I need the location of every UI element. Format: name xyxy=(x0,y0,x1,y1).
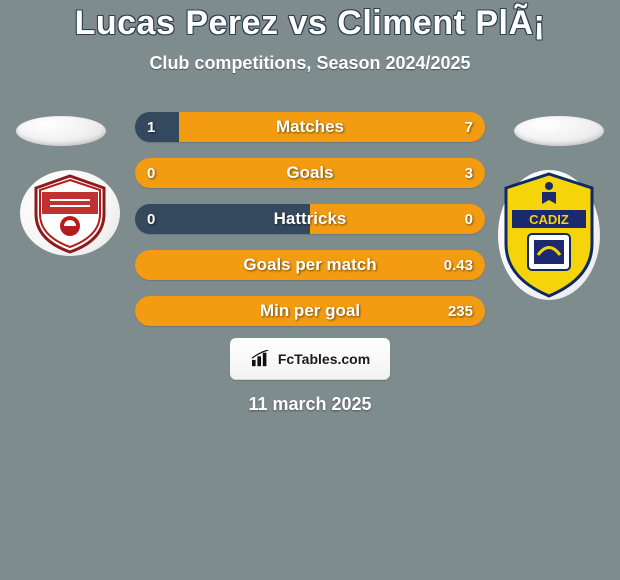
comparison-stage: CADIZ Matches17 Goals03 Hattricks00 Goals p… xyxy=(0,92,620,432)
svg-text:CADIZ: CADIZ xyxy=(529,212,569,227)
stat-bar-left-fill xyxy=(135,112,179,142)
stat-bar-right-fill xyxy=(179,112,485,142)
stat-row: Matches17 xyxy=(135,112,485,142)
credit-badge[interactable]: FcTables.com xyxy=(230,338,390,380)
stat-bar-track xyxy=(135,296,485,326)
stat-bar-right-fill xyxy=(135,250,485,280)
stat-bar-track xyxy=(135,204,485,234)
stat-bar-right-fill xyxy=(310,204,485,234)
stat-bars: Matches17 Goals03 Hattricks00 Goals per mat… xyxy=(135,112,485,342)
stat-row: Goals per match0.43 xyxy=(135,250,485,280)
stat-row: Goals03 xyxy=(135,158,485,188)
stat-bar-track xyxy=(135,158,485,188)
bars-icon xyxy=(250,350,272,368)
stat-row: Hattricks00 xyxy=(135,204,485,234)
player-left-head xyxy=(16,116,106,146)
stat-bar-right-fill xyxy=(135,296,485,326)
subtitle: Club competitions, Season 2024/2025 xyxy=(0,53,620,74)
club-badge-left xyxy=(20,170,120,256)
club-badge-right: CADIZ xyxy=(498,170,600,300)
stat-bar-left-fill xyxy=(135,204,310,234)
stat-bar-right-fill xyxy=(135,158,485,188)
stat-bar-track xyxy=(135,250,485,280)
player-right-head xyxy=(514,116,604,146)
credit-text: FcTables.com xyxy=(278,351,370,367)
page-title: Lucas Perez vs Climent PlÃ¡ xyxy=(0,0,620,43)
stat-bar-track xyxy=(135,112,485,142)
date-text: 11 march 2025 xyxy=(0,394,620,415)
stat-row: Min per goal235 xyxy=(135,296,485,326)
